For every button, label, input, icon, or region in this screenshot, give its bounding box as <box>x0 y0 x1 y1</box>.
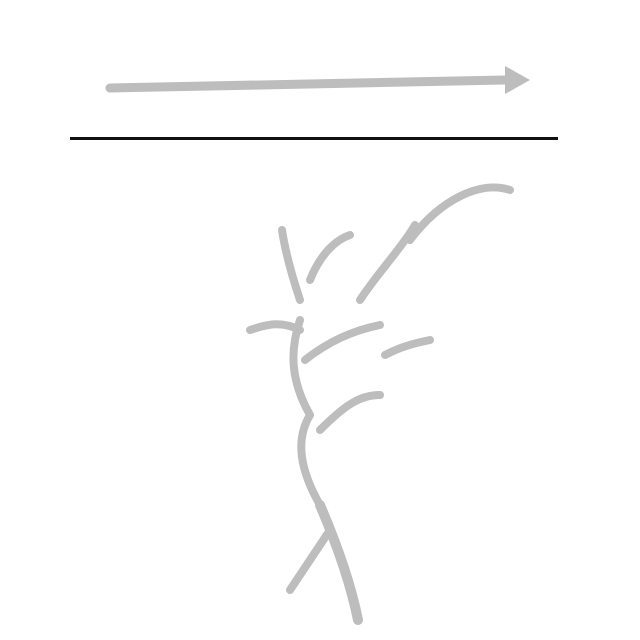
branch-arrow-left-mid <box>246 320 304 334</box>
branching-evolution-tree <box>246 183 514 625</box>
branch-arrow-top-mid <box>306 231 354 284</box>
branch-arrow-cluster <box>406 183 514 244</box>
branch-arrow-left-low <box>286 526 334 594</box>
divider-line <box>70 137 558 140</box>
branch-arrow-top-left <box>278 226 304 304</box>
branch-arrow-mid <box>297 411 324 509</box>
linear-arrow-head <box>505 66 530 94</box>
branch-arrow-right-mid <box>301 321 384 364</box>
linear-evolution-row <box>105 66 530 94</box>
branch-arrow-top-right <box>356 221 419 304</box>
branch-arrow-side <box>381 336 434 359</box>
branch-arrow-right <box>316 391 384 434</box>
trunk-arrow <box>315 500 363 625</box>
branch-arrow-up-1 <box>289 316 314 419</box>
linear-arrow-line <box>105 75 510 93</box>
branch-arrows <box>246 183 514 625</box>
